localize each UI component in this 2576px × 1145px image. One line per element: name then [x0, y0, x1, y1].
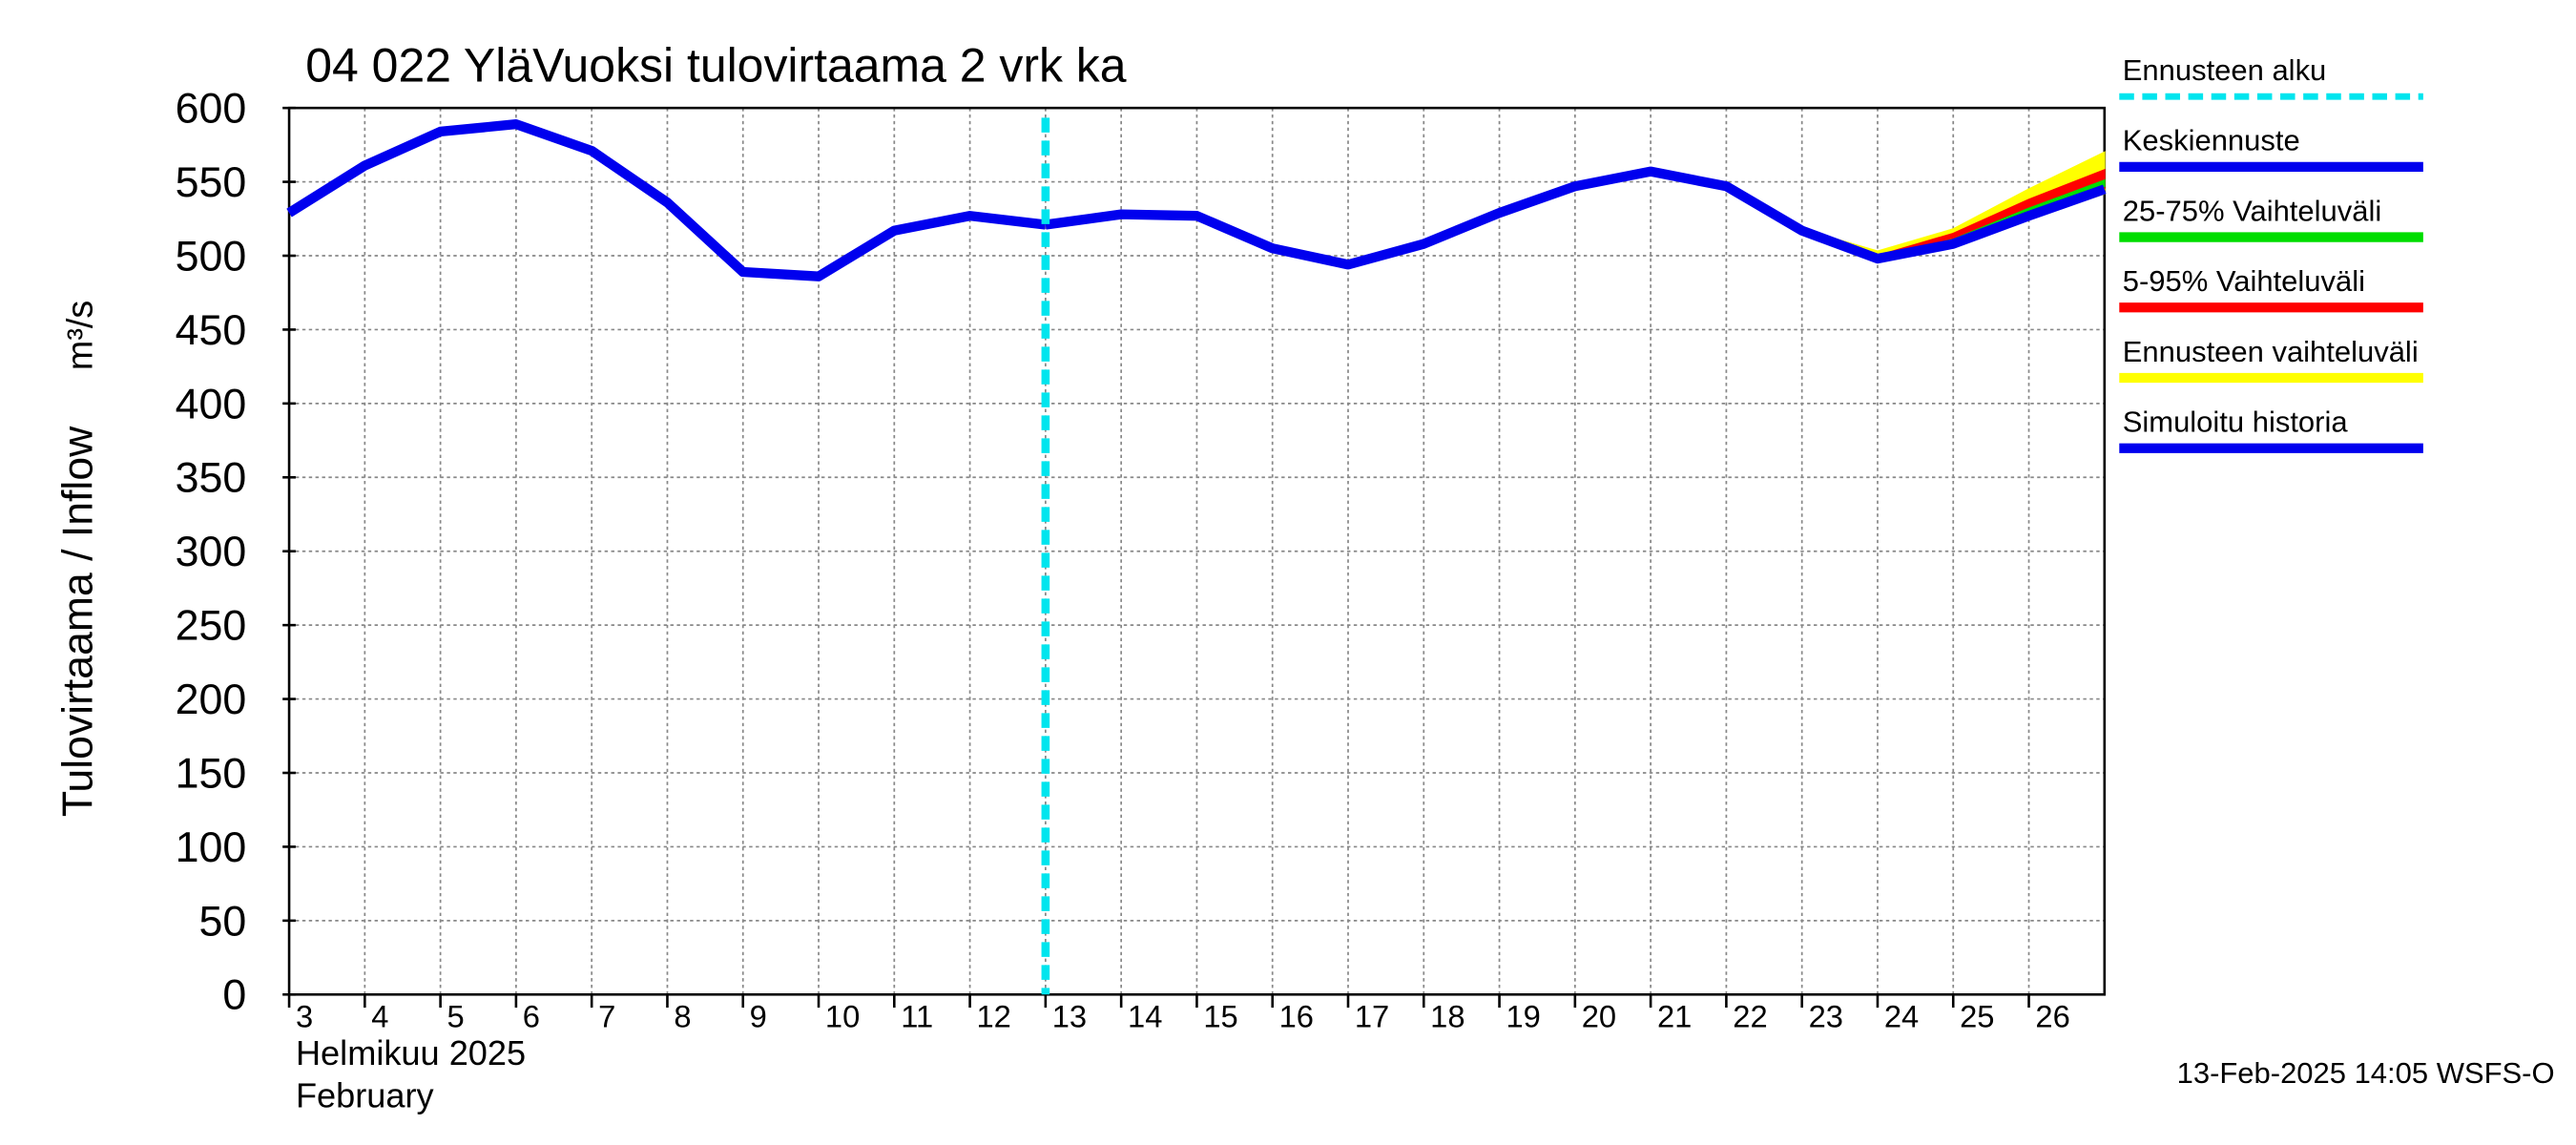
- legend-label: 5-95% Vaihteluväli: [2123, 264, 2365, 298]
- y-tick-label: 600: [176, 86, 247, 133]
- x-tick-label: 22: [1733, 999, 1767, 1034]
- x-tick-label: 11: [901, 999, 933, 1034]
- y-tick-label: 150: [176, 751, 247, 798]
- x-axis-month: Helmikuu 2025: [296, 1033, 526, 1072]
- y-tick-label: 350: [176, 455, 247, 502]
- series-line: [286, 119, 1047, 281]
- x-tick-label: 23: [1809, 999, 1843, 1034]
- y-tick-label: 450: [176, 307, 247, 354]
- y-tick-label: 100: [176, 824, 247, 871]
- x-tick-label: 8: [674, 999, 691, 1034]
- x-tick-label: 24: [1884, 999, 1919, 1034]
- x-axis-month-en: February: [296, 1076, 434, 1115]
- x-tick-label: 26: [2035, 999, 2069, 1034]
- y-axis-unit: m³/s: [60, 301, 100, 370]
- legend-label: Ennusteen vaihteluväli: [2123, 335, 2419, 368]
- x-tick-label: 9: [750, 999, 767, 1034]
- y-tick-label: 0: [222, 972, 246, 1019]
- x-tick-label: 5: [447, 999, 465, 1034]
- x-tick-label: 7: [598, 999, 615, 1034]
- plot-frame: [287, 106, 2107, 996]
- series-line: [1045, 166, 2107, 270]
- x-tick-label: 14: [1128, 999, 1162, 1034]
- y-axis-label: Tulovirtaama / Inflow: [54, 426, 101, 817]
- x-tick-label: 13: [1052, 999, 1087, 1034]
- footer: 13-Feb-2025 14:05 WSFS-O: [2177, 1056, 2555, 1090]
- x-tick-label: 18: [1430, 999, 1465, 1034]
- chart-title: 04 022 YläVuoksi tulovirtaama 2 vrk ka: [305, 39, 1127, 93]
- y-tick-label: 550: [176, 159, 247, 206]
- y-tick-label: 400: [176, 381, 247, 427]
- x-tick-label: 15: [1203, 999, 1237, 1034]
- x-tick-label: 3: [296, 999, 313, 1034]
- y-tick-label: 250: [176, 603, 247, 650]
- legend-label: 25-75% Vaihteluväli: [2123, 194, 2381, 227]
- y-tick-label: 500: [176, 234, 247, 281]
- x-tick-label: 6: [523, 999, 540, 1034]
- x-tick-label: 17: [1355, 999, 1389, 1034]
- x-tick-label: 19: [1506, 999, 1540, 1034]
- x-tick-label: 21: [1657, 999, 1692, 1034]
- x-tick-label: 20: [1582, 999, 1616, 1034]
- x-tick-label: 25: [1960, 999, 1994, 1034]
- x-tick-label: 16: [1279, 999, 1314, 1034]
- y-tick-label: 50: [199, 898, 247, 945]
- x-tick-label: 10: [825, 999, 860, 1034]
- legend-label: Keskiennuste: [2123, 124, 2300, 157]
- y-tick-label: 200: [176, 677, 247, 723]
- legend-label: Ennusteen alku: [2123, 53, 2327, 87]
- x-tick-label: 12: [976, 999, 1010, 1034]
- legend-label: Simuloitu historia: [2123, 406, 2349, 439]
- x-tick-label: 4: [371, 999, 388, 1034]
- y-tick-label: 300: [176, 529, 247, 575]
